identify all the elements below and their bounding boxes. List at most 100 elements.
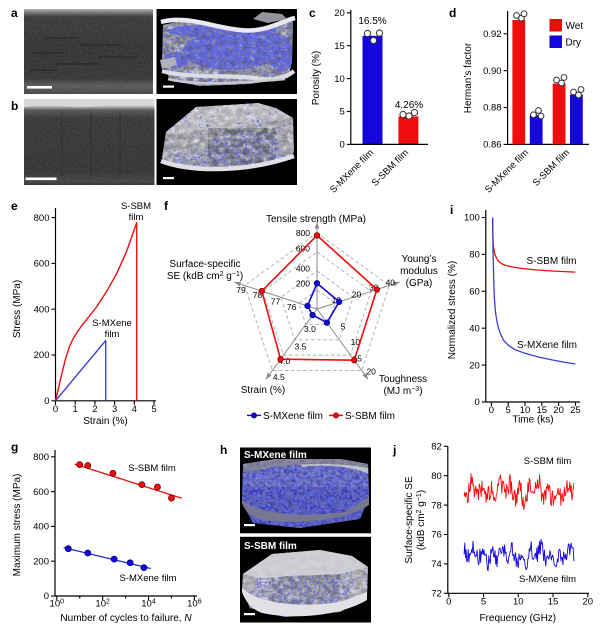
svg-text:400: 400: [296, 264, 310, 274]
svg-text:800: 800: [33, 452, 49, 463]
svg-text:4.26%: 4.26%: [395, 100, 423, 111]
svg-text:20: 20: [583, 596, 594, 607]
svg-text:S-SBM film: S-SBM film: [244, 541, 297, 552]
svg-text:S-SBM film: S-SBM film: [524, 456, 572, 467]
svg-text:100: 100: [464, 213, 480, 224]
svg-text:0.88: 0.88: [483, 103, 502, 114]
svg-text:60: 60: [469, 287, 480, 298]
svg-text:10: 10: [513, 596, 524, 607]
svg-text:0.92: 0.92: [483, 29, 502, 40]
svg-text:5: 5: [341, 322, 346, 332]
svg-text:2: 2: [92, 404, 97, 415]
svg-text:100: 100: [50, 598, 65, 610]
svg-text:82: 82: [431, 442, 442, 453]
svg-text:i: i: [450, 203, 453, 217]
svg-text:4.0: 4.0: [278, 356, 290, 366]
svg-text:Toughness: Toughness: [379, 374, 427, 385]
svg-text:600: 600: [33, 487, 49, 498]
svg-text:0: 0: [44, 396, 49, 407]
svg-text:Number of cycles to failure, N: Number of cycles to failure, N: [60, 613, 192, 624]
svg-text:(GPa): (GPa): [406, 278, 433, 289]
svg-text:Dry: Dry: [566, 38, 582, 49]
svg-text:400: 400: [34, 304, 50, 315]
svg-text:0.90: 0.90: [483, 66, 502, 77]
svg-text:0: 0: [340, 140, 345, 151]
svg-text:5: 5: [151, 404, 156, 415]
svg-text:b: b: [11, 99, 18, 113]
svg-text:104: 104: [141, 598, 156, 610]
svg-text:15: 15: [334, 41, 345, 52]
svg-text:80: 80: [431, 471, 442, 482]
svg-text:Tensile strength (MPa): Tensile strength (MPa): [266, 214, 366, 225]
svg-text:f: f: [164, 199, 169, 213]
svg-text:20: 20: [352, 289, 362, 299]
svg-text:0: 0: [44, 591, 49, 602]
svg-text:3.0: 3.0: [304, 324, 316, 334]
svg-text:0: 0: [475, 397, 480, 408]
svg-text:Frequency (GHz): Frequency (GHz): [479, 613, 556, 624]
svg-text:15: 15: [353, 354, 363, 364]
svg-text:72: 72: [431, 589, 442, 600]
svg-text:15: 15: [548, 596, 559, 607]
svg-text:102: 102: [95, 598, 110, 610]
svg-text:600: 600: [34, 259, 50, 270]
svg-text:Strain (%): Strain (%): [241, 385, 285, 396]
svg-text:e: e: [11, 199, 18, 213]
svg-text:10: 10: [520, 405, 531, 416]
svg-text:0.86: 0.86: [483, 140, 502, 151]
svg-text:film: film: [129, 212, 144, 223]
svg-text:3: 3: [112, 404, 117, 415]
svg-text:16.5%: 16.5%: [358, 16, 386, 27]
svg-text:Time (ks): Time (ks): [512, 415, 553, 426]
svg-text:25: 25: [570, 405, 581, 416]
svg-text:S-SBM film: S-SBM film: [345, 411, 395, 422]
svg-text:S-MXene film: S-MXene film: [244, 450, 307, 461]
svg-text:200: 200: [33, 556, 49, 567]
svg-text:20: 20: [366, 366, 376, 376]
svg-text:200: 200: [34, 350, 50, 361]
svg-text:film: film: [105, 329, 120, 340]
svg-text:79: 79: [236, 285, 246, 295]
svg-text:800: 800: [34, 213, 50, 224]
svg-text:20: 20: [553, 405, 564, 416]
svg-text:d: d: [449, 6, 456, 20]
svg-text:Surface-specific: Surface-specific: [169, 259, 240, 270]
svg-text:10: 10: [351, 337, 361, 347]
svg-text:0: 0: [53, 404, 58, 415]
svg-text:78: 78: [253, 290, 263, 300]
svg-text:Stress (MPa): Stress (MPa): [12, 280, 23, 338]
svg-text:Strain (%): Strain (%): [83, 416, 127, 427]
svg-text:S-MXene film: S-MXene film: [517, 340, 577, 351]
svg-text:S-MXene film: S-MXene film: [263, 411, 323, 422]
svg-text:80: 80: [469, 250, 480, 261]
svg-text:77: 77: [271, 297, 281, 307]
svg-text:4.5: 4.5: [273, 372, 285, 382]
svg-text:76: 76: [287, 302, 297, 312]
svg-text:4: 4: [132, 404, 137, 415]
svg-text:5: 5: [506, 405, 511, 416]
svg-text:S-SBM film: S-SBM film: [527, 256, 577, 267]
svg-text:5: 5: [340, 107, 345, 118]
svg-text:Young’s: Young’s: [401, 254, 436, 265]
svg-text:1: 1: [73, 404, 78, 415]
svg-text:20: 20: [334, 8, 345, 19]
svg-text:Porosity (%): Porosity (%): [311, 51, 322, 105]
svg-text:5: 5: [481, 596, 486, 607]
svg-text:g: g: [11, 440, 18, 454]
svg-text:0: 0: [446, 596, 451, 607]
svg-text:74: 74: [431, 559, 442, 570]
svg-text:S-MXene film: S-MXene film: [519, 574, 576, 585]
svg-text:SE (kdB cm2 g−1): SE (kdB cm2 g−1): [167, 271, 243, 283]
svg-text:Herman’s factor: Herman’s factor: [463, 42, 474, 113]
svg-text:40: 40: [469, 323, 480, 334]
svg-text:40: 40: [386, 278, 396, 288]
svg-text:S-MXene film: S-MXene film: [119, 573, 176, 584]
svg-text:3.5: 3.5: [294, 341, 306, 351]
svg-text:Maximum stress (MPa): Maximum stress (MPa): [12, 474, 23, 577]
svg-text:15: 15: [537, 405, 548, 416]
svg-text:S-SBM film: S-SBM film: [128, 463, 176, 474]
svg-text:76: 76: [431, 530, 442, 541]
svg-text:10: 10: [334, 74, 345, 85]
svg-text:Surface-specific SE: Surface-specific SE: [404, 476, 415, 564]
svg-text:j: j: [392, 443, 396, 457]
